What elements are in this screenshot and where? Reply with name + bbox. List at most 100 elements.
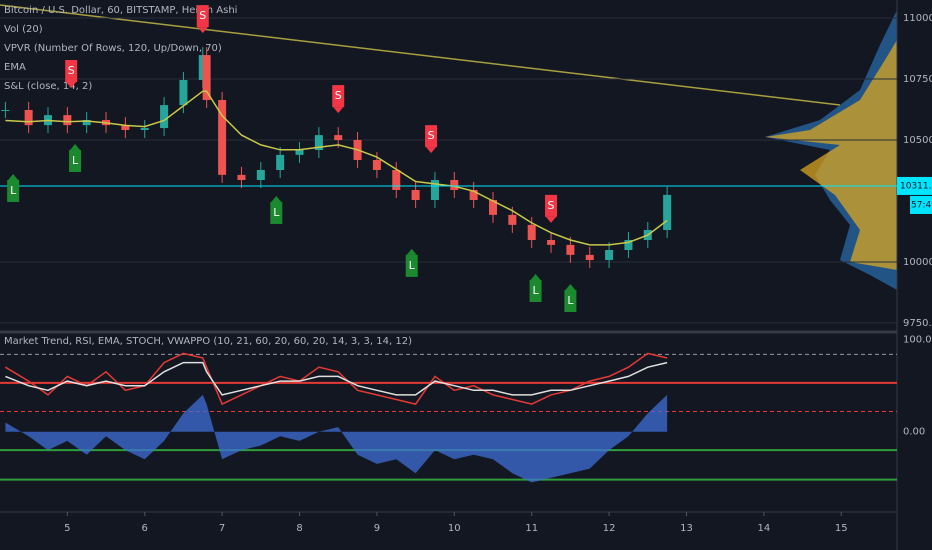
candle xyxy=(295,150,304,155)
signal-arrow xyxy=(333,107,344,114)
signal-label: S xyxy=(335,89,342,102)
last-price-label: 10311.59 xyxy=(900,181,932,191)
candle xyxy=(469,190,478,200)
candle xyxy=(372,160,381,170)
last-price-box xyxy=(897,176,932,195)
candle xyxy=(411,190,420,200)
y-tick-label: 0.00 xyxy=(903,427,925,438)
candle xyxy=(1,110,10,111)
candle xyxy=(430,180,439,200)
x-tick-label: 5 xyxy=(64,523,70,534)
x-tick-label: 11 xyxy=(525,523,538,534)
x-tick-label: 7 xyxy=(219,523,225,534)
candle xyxy=(160,105,169,129)
candle xyxy=(547,240,556,245)
signal-marker xyxy=(69,150,82,172)
candle xyxy=(450,180,459,190)
candle xyxy=(508,214,517,225)
legend-text: Vol (20) xyxy=(4,24,43,35)
signal-label: L xyxy=(72,154,79,167)
oscillator-line xyxy=(5,352,668,406)
signal-arrow xyxy=(530,274,541,280)
ema-line xyxy=(5,90,668,246)
signal-label: S xyxy=(428,129,435,142)
candle xyxy=(121,125,130,130)
signal-label: L xyxy=(567,294,574,307)
x-tick-label: 13 xyxy=(680,523,693,534)
signal-arrow xyxy=(70,144,81,150)
signal-marker xyxy=(545,194,558,217)
x-tick-label: 6 xyxy=(142,523,148,534)
signal-arrow xyxy=(66,82,77,88)
candle xyxy=(63,115,72,126)
x-tick-label: 9 xyxy=(374,523,380,534)
signal-marker xyxy=(65,60,78,82)
signal-marker xyxy=(7,180,20,202)
y-tick-label: 9750.00 xyxy=(903,318,932,329)
y-tick-label: 10750.00 xyxy=(903,74,932,85)
signal-arrow xyxy=(546,216,557,223)
candle xyxy=(314,135,323,150)
trend-line xyxy=(0,4,841,106)
signal-marker xyxy=(405,254,418,277)
x-tick-label: 12 xyxy=(603,523,616,534)
signal-arrow xyxy=(406,248,417,255)
candle xyxy=(624,240,633,250)
signal-marker xyxy=(270,201,283,224)
signal-marker xyxy=(196,5,209,28)
candle xyxy=(276,154,285,170)
signal-label: S xyxy=(199,9,206,22)
signal-arrow xyxy=(197,27,208,34)
legend-text: Bitcoin / U.S. Dollar, 60, BITSTAMP, Hei… xyxy=(4,5,237,16)
candle xyxy=(566,244,575,255)
candle xyxy=(663,194,672,230)
signal-arrow xyxy=(426,147,437,154)
legend-text: VPVR (Number Of Rows, 120, Up/Down, 70) xyxy=(4,43,222,54)
signal-label: L xyxy=(532,284,539,297)
signal-label: L xyxy=(273,206,280,219)
y-tick-label: 10500.00 xyxy=(903,135,932,146)
candle xyxy=(334,135,343,140)
x-tick-label: 8 xyxy=(296,523,302,534)
candle xyxy=(527,224,536,240)
candle xyxy=(237,174,246,180)
signal-arrow xyxy=(565,284,576,290)
candle xyxy=(489,200,498,215)
countdown: 57:45 xyxy=(911,200,932,210)
countdown-box xyxy=(910,195,932,214)
oscillator-line xyxy=(5,361,668,396)
legend-text: S&L (close, 14, 2) xyxy=(4,81,92,92)
y-tick-label: 100.00 xyxy=(903,335,932,346)
x-tick-label: 15 xyxy=(835,523,848,534)
oscillator-title: Market Trend, RSI, EMA, STOCH, VWAPPO (1… xyxy=(4,336,412,347)
signal-label: L xyxy=(10,184,17,197)
volume-profile xyxy=(765,40,897,270)
signal-label: S xyxy=(548,199,555,212)
signal-label: S xyxy=(68,64,75,77)
signal-marker xyxy=(529,280,542,302)
signal-marker xyxy=(564,290,577,312)
candle xyxy=(392,170,401,190)
candle xyxy=(140,128,149,130)
legend-text: EMA xyxy=(4,62,26,73)
signal-arrow xyxy=(8,174,19,180)
signal-arrow xyxy=(271,195,282,202)
candle xyxy=(218,100,227,175)
y-tick-label: 10000.00 xyxy=(903,257,932,268)
candle xyxy=(585,254,594,260)
candle xyxy=(82,120,91,126)
x-tick-label: 10 xyxy=(448,523,461,534)
candle xyxy=(605,250,614,260)
candle xyxy=(256,170,265,180)
candle xyxy=(24,110,33,126)
signal-label: L xyxy=(409,259,416,272)
y-tick-label: 11000.00 xyxy=(903,13,932,24)
candle xyxy=(202,55,211,100)
signal-marker xyxy=(332,85,345,108)
signal-marker xyxy=(425,125,438,148)
x-tick-label: 14 xyxy=(758,523,771,534)
oscillator-area xyxy=(5,394,668,483)
